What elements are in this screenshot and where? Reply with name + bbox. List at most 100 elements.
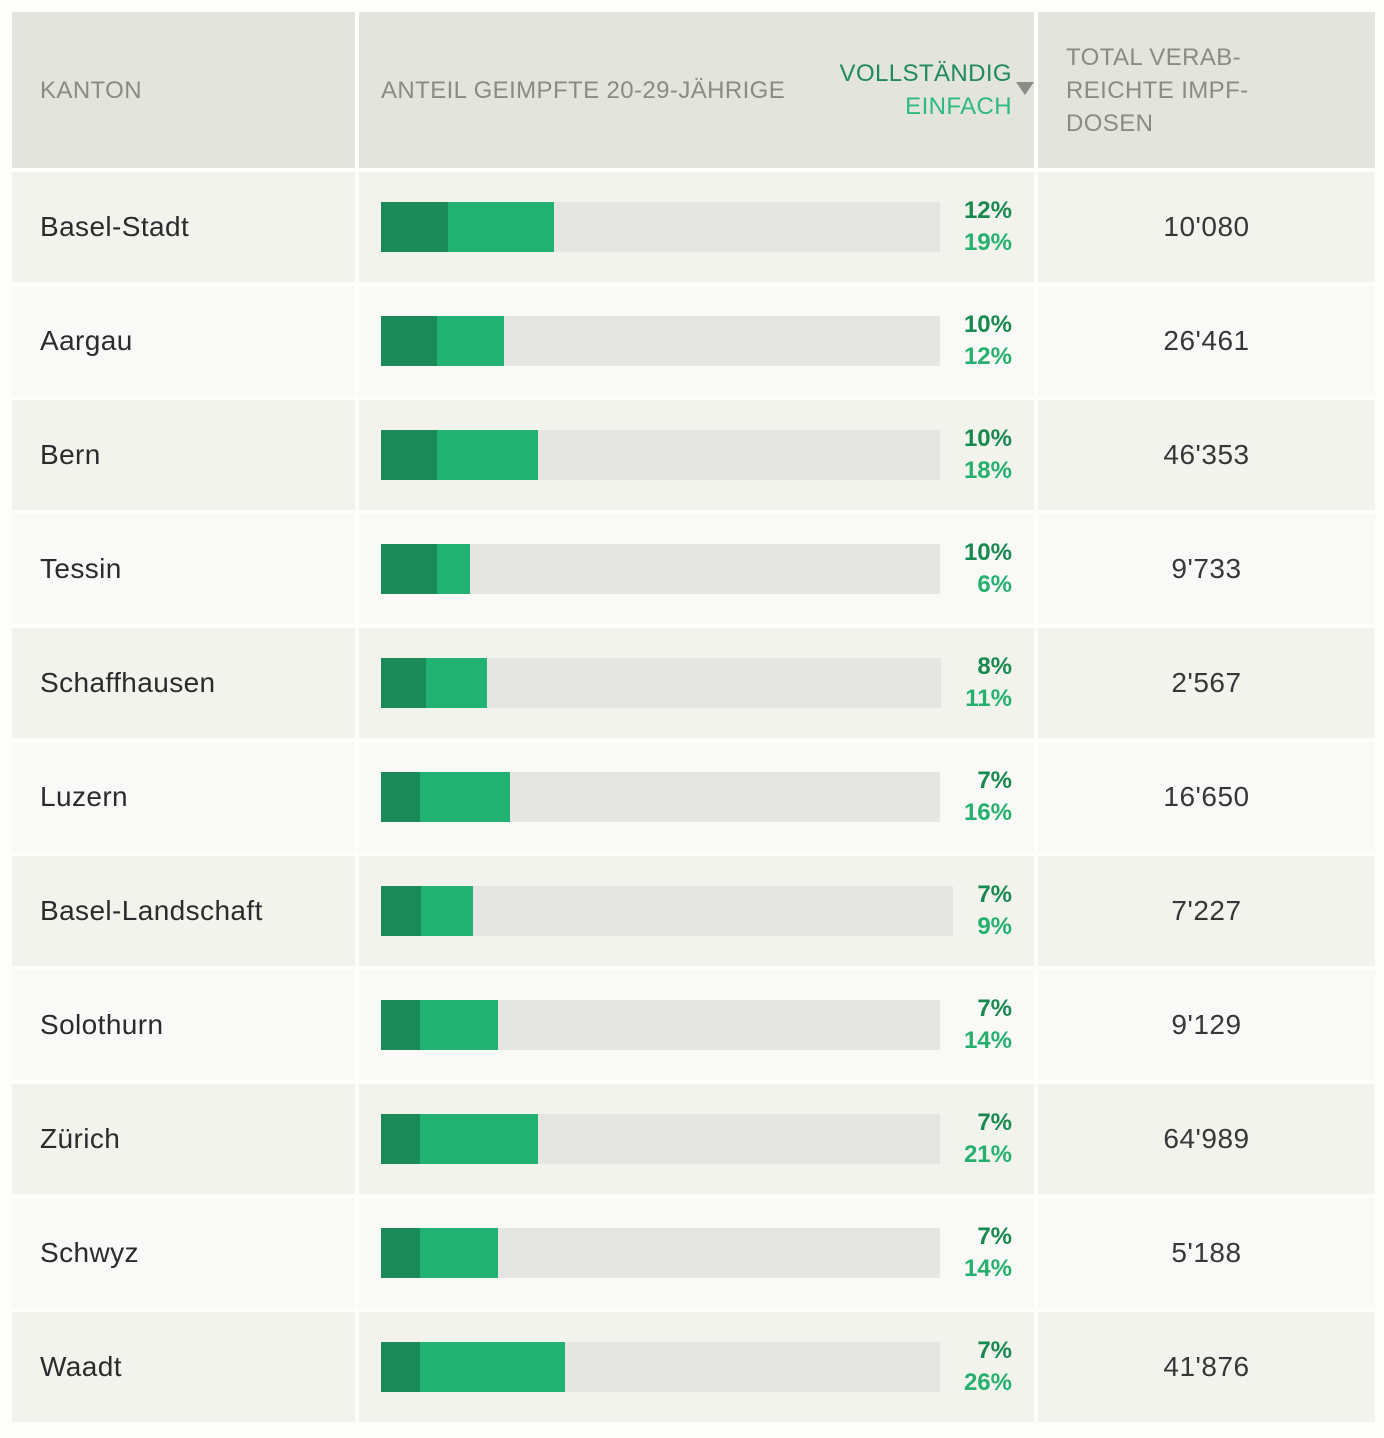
percent-labels: 7% 14% xyxy=(964,993,1012,1057)
bar-segment-vollstaendig xyxy=(381,1000,421,1050)
bar-segment-vollstaendig xyxy=(381,316,437,366)
bar-segment-einfach xyxy=(420,772,510,822)
bar-track xyxy=(381,430,940,480)
canton-name: Zürich xyxy=(40,1123,121,1154)
total-doses-cell: 9'129 xyxy=(1038,970,1375,1080)
bar-track xyxy=(381,658,942,708)
percent-labels: 10% 12% xyxy=(964,309,1012,373)
canton-name: Bern xyxy=(40,439,101,470)
canton-name: Luzern xyxy=(40,781,129,812)
bar-segment-vollstaendig xyxy=(381,1228,421,1278)
canton-cell: Basel-Landschaft xyxy=(12,856,355,966)
bar-cell: 10% 6% xyxy=(359,514,1034,624)
total-doses-cell: 46'353 xyxy=(1038,400,1375,510)
bar-cell: 7% 21% xyxy=(359,1084,1034,1194)
canton-name: Basel-Stadt xyxy=(40,211,190,242)
col-header-total: TOTAL VERAB-REICHTE IMPF-DOSEN xyxy=(1038,12,1375,168)
einfach-value: 9% xyxy=(977,913,1012,940)
canton-cell: Schaffhausen xyxy=(12,628,355,738)
total-header-label: TOTAL VERAB-REICHTE IMPF-DOSEN xyxy=(1066,43,1249,137)
percent-labels: 7% 9% xyxy=(977,879,1012,943)
total-doses-cell: 7'227 xyxy=(1038,856,1375,966)
percent-labels: 7% 16% xyxy=(964,765,1012,829)
table-row: Solothurn 7% 14% 9'129 xyxy=(12,970,1375,1080)
vollstaendig-value: 10% xyxy=(963,425,1012,452)
total-doses-cell: 26'461 xyxy=(1038,286,1375,396)
bar-cell: 8% 11% xyxy=(359,628,1034,738)
vollstaendig-value: 8% xyxy=(977,653,1012,680)
total-doses-cell: 9'733 xyxy=(1038,514,1375,624)
vollstaendig-value: 7% xyxy=(977,995,1012,1022)
vollstaendig-value: 7% xyxy=(977,881,1012,908)
col-header-kanton: KANTON xyxy=(12,12,355,168)
total-doses-cell: 5'188 xyxy=(1038,1198,1375,1308)
total-doses-value: 64'989 xyxy=(1163,1123,1250,1154)
einfach-value: 14% xyxy=(963,1255,1012,1282)
total-doses-value: 46'353 xyxy=(1163,439,1250,470)
bar-cell: 7% 16% xyxy=(359,742,1034,852)
total-doses-cell: 2'567 xyxy=(1038,628,1375,738)
bar-segment-einfach xyxy=(436,544,471,594)
vollstaendig-value: 7% xyxy=(977,767,1012,794)
canton-name: Schwyz xyxy=(40,1237,139,1268)
total-doses-value: 41'876 xyxy=(1163,1351,1250,1382)
percent-labels: 7% 14% xyxy=(964,1221,1012,1285)
bar-track xyxy=(381,886,954,936)
bar-segment-einfach xyxy=(425,658,488,708)
bar-track xyxy=(381,544,940,594)
vollstaendig-value: 7% xyxy=(977,1223,1012,1250)
canton-name: Solothurn xyxy=(40,1009,164,1040)
canton-name: Basel-Landschaft xyxy=(40,895,263,926)
bar-cell: 10% 12% xyxy=(359,286,1034,396)
total-doses-cell: 16'650 xyxy=(1038,742,1375,852)
total-doses-value: 16'650 xyxy=(1163,781,1250,812)
table-row: Bern 10% 18% 46'353 xyxy=(12,400,1375,510)
percent-labels: 10% 6% xyxy=(964,537,1012,601)
einfach-value: 14% xyxy=(963,1027,1012,1054)
bar-cell: 7% 14% xyxy=(359,1198,1034,1308)
vollstaendig-value: 7% xyxy=(977,1109,1012,1136)
canton-cell: Schwyz xyxy=(12,1198,355,1308)
percent-labels: 10% 18% xyxy=(964,423,1012,487)
table-row: Basel-Landschaft 7% 9% 7'227 xyxy=(12,856,1375,966)
vollstaendig-value: 10% xyxy=(963,311,1012,338)
sort-descending-icon[interactable] xyxy=(1016,82,1034,95)
bar-track xyxy=(381,1114,940,1164)
bar-segment-einfach xyxy=(420,1000,499,1050)
percent-labels: 7% 21% xyxy=(964,1107,1012,1171)
bar-segment-vollstaendig xyxy=(381,658,426,708)
einfach-value: 16% xyxy=(963,799,1012,826)
canton-cell: Tessin xyxy=(12,514,355,624)
total-doses-value: 26'461 xyxy=(1163,325,1250,356)
bar-segment-einfach xyxy=(420,1228,499,1278)
table-body: Basel-Stadt 12% 19% 10'080 Aargau xyxy=(12,172,1375,1422)
einfach-value: 26% xyxy=(963,1369,1012,1396)
total-doses-cell: 10'080 xyxy=(1038,172,1375,282)
bar-track xyxy=(381,202,940,252)
bar-segment-einfach xyxy=(436,316,504,366)
bar-segment-vollstaendig xyxy=(381,544,437,594)
sort-controls: VOLLSTÄNDIG EINFACH xyxy=(840,57,1012,123)
bar-segment-vollstaendig xyxy=(381,1114,421,1164)
canton-cell: Luzern xyxy=(12,742,355,852)
bar-segment-vollstaendig xyxy=(381,886,422,936)
anteil-header-label: ANTEIL GEIMPFTE 20-29-JÄHRIGE xyxy=(381,76,786,104)
total-doses-value: 9'733 xyxy=(1171,553,1242,584)
bar-segment-einfach xyxy=(420,1114,538,1164)
sort-einfach-button[interactable]: EINFACH xyxy=(905,93,1012,120)
vollstaendig-value: 10% xyxy=(963,539,1012,566)
total-doses-value: 9'129 xyxy=(1171,1009,1242,1040)
total-doses-value: 7'227 xyxy=(1171,895,1242,926)
vollstaendig-value: 12% xyxy=(963,197,1012,224)
table-row: Zürich 7% 21% 64'989 xyxy=(12,1084,1375,1194)
sort-vollstaendig-button[interactable]: VOLLSTÄNDIG xyxy=(839,60,1012,87)
percent-labels: 12% 19% xyxy=(964,195,1012,259)
canton-cell: Basel-Stadt xyxy=(12,172,355,282)
col-header-anteil: ANTEIL GEIMPFTE 20-29-JÄHRIGE VOLLSTÄNDI… xyxy=(359,12,1034,168)
canton-cell: Waadt xyxy=(12,1312,355,1422)
canton-name: Schaffhausen xyxy=(40,667,216,698)
canton-name: Tessin xyxy=(40,553,122,584)
bar-segment-vollstaendig xyxy=(381,430,437,480)
bar-cell: 10% 18% xyxy=(359,400,1034,510)
bar-track xyxy=(381,1228,940,1278)
